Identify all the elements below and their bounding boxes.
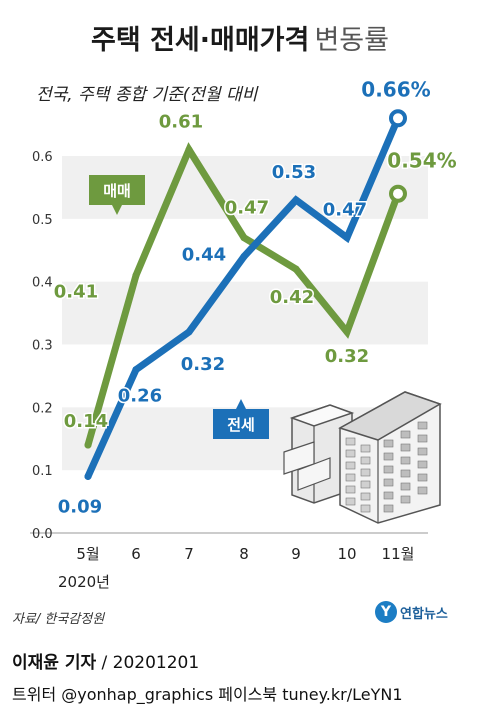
- sale-data-label: 0.14: [64, 411, 108, 432]
- yonhap-logo-icon: Y: [375, 601, 397, 623]
- rent-legend-sign: 전세: [213, 399, 269, 439]
- y-tick-label: 0.5: [32, 213, 53, 228]
- rent-point-marker: [389, 109, 407, 128]
- yonhap-logo-text: 연합뉴스: [400, 606, 448, 622]
- x-tick-label: 11월: [382, 545, 415, 563]
- x-axis-year: 2020년: [58, 573, 110, 591]
- sale-legend-sign: 매매: [89, 175, 145, 215]
- y-tick-label: 0.4: [32, 276, 53, 291]
- source-text: 자료/ 한국감정원: [12, 612, 105, 627]
- chart-subtitle: 전국, 주택 종합 기준(전월 대비: [36, 85, 258, 105]
- rent-point: [240, 253, 248, 261]
- sale-data-label: 0.54%: [387, 149, 456, 173]
- sale-point-marker: [389, 184, 407, 203]
- rent-data-label: 0.53: [272, 162, 316, 183]
- x-tick-label: 6: [131, 545, 141, 563]
- sale-point: [84, 441, 92, 449]
- sale-data-label: 0.42: [270, 287, 314, 308]
- yonhap-logo: Y 연합뉴스: [375, 601, 448, 623]
- x-tick-label: 8: [239, 545, 249, 563]
- x-tick-label: 7: [184, 545, 194, 563]
- rent-point: [185, 328, 193, 336]
- sale-legend-label: 매매: [103, 182, 131, 200]
- sale-data-label: 0.41: [54, 281, 98, 302]
- title-main: 주택 전세·매매가격: [90, 25, 310, 56]
- rent-data-label: 0.47: [323, 200, 367, 221]
- social-links: 트위터 @yonhap_graphics 페이스북 tuney.kr/LeYN1: [12, 685, 403, 704]
- sale-point: [185, 146, 193, 154]
- sale-point: [132, 271, 140, 279]
- sale-point: [292, 265, 300, 273]
- y-tick-label: 0.1: [32, 464, 53, 479]
- sale-data-label: 0.47: [225, 198, 269, 219]
- rent-data-label: 0.66%: [361, 77, 430, 101]
- sale-data-label: 0.32: [325, 346, 369, 367]
- reporter-credit: 이재윤 기자 / 20201201: [12, 648, 199, 673]
- x-tick-label: 5월: [76, 545, 99, 563]
- rent-point: [84, 472, 92, 480]
- rent-data-label: 0.44: [182, 245, 226, 266]
- rent-data-label: 0.09: [58, 496, 102, 517]
- title-suffix: 변동률: [314, 25, 389, 56]
- rent-point: [292, 196, 300, 204]
- y-tick-label: 0.0: [32, 527, 53, 542]
- rent-point: [132, 366, 140, 374]
- y-tick-label: 0.2: [32, 401, 53, 416]
- sale-data-label: 0.61: [159, 112, 203, 133]
- publish-date: / 20201201: [96, 653, 200, 673]
- rent-data-label: 0.26: [118, 386, 162, 407]
- rent-legend-label: 전세: [227, 416, 255, 434]
- y-tick-label: 0.6: [32, 150, 53, 165]
- rent-data-label: 0.32: [181, 354, 225, 375]
- y-tick-label: 0.3: [32, 339, 53, 354]
- sale-point: [343, 328, 351, 336]
- x-tick-label: 10: [337, 545, 356, 563]
- sale-point: [240, 234, 248, 242]
- rent-point: [343, 234, 351, 242]
- x-tick-label: 9: [291, 545, 301, 563]
- reporter-name: 이재윤 기자: [12, 653, 97, 673]
- apartment-building-icon: [283, 391, 442, 524]
- chart-title: 주택 전세·매매가격 변동률: [0, 18, 480, 57]
